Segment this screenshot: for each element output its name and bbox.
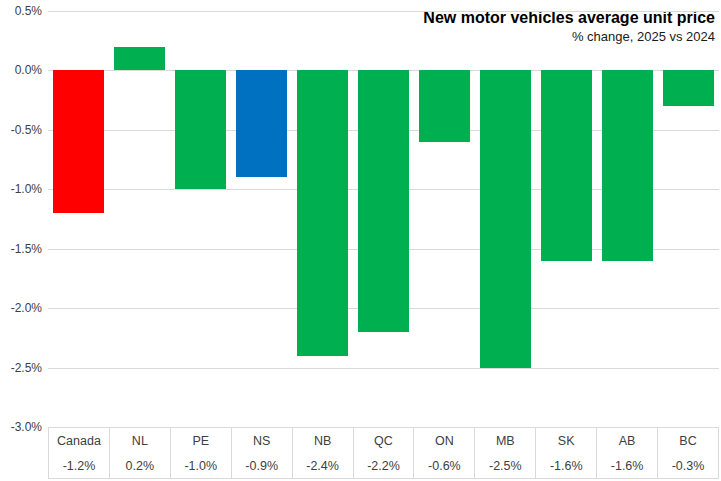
y-tick-label: -0.5% — [0, 123, 42, 137]
category-label: BC — [658, 428, 718, 453]
table-column-ns: NS-0.9% — [231, 428, 292, 478]
category-label: SK — [536, 428, 596, 453]
y-tick-label: -1.0% — [0, 182, 42, 196]
category-label: ON — [414, 428, 474, 453]
value-label: -1.2% — [49, 453, 109, 478]
y-tick-label: -1.5% — [0, 242, 42, 256]
bar-nl — [114, 47, 165, 71]
table-column-sk: SK-1.6% — [535, 428, 596, 478]
bar-ns — [236, 70, 287, 177]
plot-area — [48, 11, 719, 427]
table-column-nl: NL0.2% — [109, 428, 170, 478]
value-label: -1.0% — [171, 453, 231, 478]
value-label: -0.9% — [232, 453, 292, 478]
table-column-on: ON-0.6% — [413, 428, 474, 478]
bar-on — [419, 70, 470, 141]
value-label: -2.4% — [293, 453, 353, 478]
y-tick-label: 0.5% — [0, 4, 42, 18]
bar-ab — [602, 70, 653, 260]
y-tick-label: -3.0% — [0, 420, 42, 434]
value-label: -2.2% — [354, 453, 414, 478]
category-label: MB — [475, 428, 535, 453]
table-column-bc: BC-0.3% — [657, 428, 718, 478]
table-column-canada: Canada-1.2% — [48, 428, 109, 478]
y-tick-label: 0.0% — [0, 63, 42, 77]
bar-pe — [175, 70, 226, 189]
bar-canada — [53, 70, 104, 213]
category-label: NL — [110, 428, 170, 453]
bar-bc — [663, 70, 714, 106]
gridline — [48, 11, 719, 12]
value-label: -1.6% — [597, 453, 657, 478]
data-table: Canada-1.2%NL0.2%PE-1.0%NS-0.9%NB-2.4%QC… — [48, 427, 719, 479]
table-column-nb: NB-2.4% — [292, 428, 353, 478]
table-column-qc: QC-2.2% — [353, 428, 414, 478]
table-column-pe: PE-1.0% — [170, 428, 231, 478]
category-label: PE — [171, 428, 231, 453]
value-label: -0.3% — [658, 453, 718, 478]
bar-nb — [297, 70, 348, 355]
table-column-ab: AB-1.6% — [596, 428, 657, 478]
category-label: Canada — [49, 428, 109, 453]
value-label: -1.6% — [536, 453, 596, 478]
category-label: QC — [354, 428, 414, 453]
value-label: 0.2% — [110, 453, 170, 478]
bar-qc — [358, 70, 409, 331]
category-label: AB — [597, 428, 657, 453]
gridline — [48, 368, 719, 369]
value-label: -2.5% — [475, 453, 535, 478]
table-column-mb: MB-2.5% — [474, 428, 535, 478]
y-tick-label: -2.5% — [0, 361, 42, 375]
chart: New motor vehicles average unit price % … — [0, 0, 721, 481]
bar-sk — [541, 70, 592, 260]
bar-mb — [480, 70, 531, 367]
category-label: NS — [232, 428, 292, 453]
category-label: NB — [293, 428, 353, 453]
value-label: -0.6% — [414, 453, 474, 478]
y-tick-label: -2.0% — [0, 301, 42, 315]
